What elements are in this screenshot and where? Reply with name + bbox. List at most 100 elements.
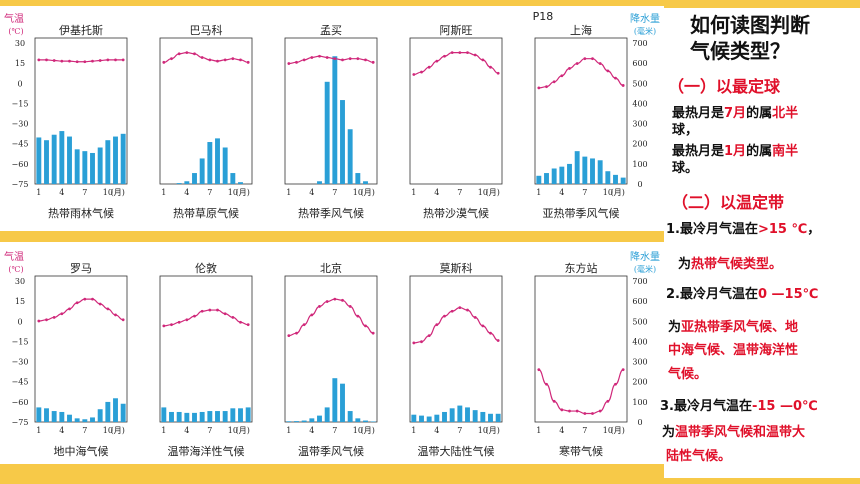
precip-bar-1-4: [59, 131, 65, 184]
temp-point-6-6: [75, 301, 79, 305]
temp-tick-2-4: −30: [12, 358, 29, 367]
precip-bar-1-7: [82, 151, 88, 184]
temp-point-8-4: [310, 313, 314, 317]
temp-point-5-8: [591, 57, 594, 61]
precip-bar-2-3: [176, 183, 182, 184]
precip-bar-9-12: [495, 413, 501, 422]
temp-point-7-3: [177, 320, 181, 324]
month-tick-3-2: 7: [332, 188, 337, 197]
month-tick-2-1: 4: [184, 188, 189, 197]
precip-bar-7-5: [192, 412, 197, 422]
temp-point-3-4: [310, 56, 314, 59]
temp-point-1-8: [91, 59, 94, 63]
temp-point-5-11: [614, 76, 617, 80]
temp-axis-label-1: 气温: [4, 12, 24, 25]
temp-point-2-7: [208, 58, 212, 62]
precip-bar-1-9: [97, 147, 103, 184]
precip-bar-3-8: [340, 100, 345, 184]
month-tick-9-1: 4: [434, 426, 439, 435]
rule-2-line-2: 为亚热带季风气候、地: [668, 320, 799, 335]
precip-bar-8-8: [340, 383, 345, 422]
temp-point-5-4: [560, 74, 564, 78]
precip-bar-7-4: [184, 412, 190, 422]
chart-caption-8: 温带季风气候: [298, 444, 364, 458]
month-unit-7: (月): [236, 426, 250, 435]
month-tick-6-0: 1: [36, 426, 41, 435]
temp-point-9-11: [489, 331, 492, 335]
month-tick-3-3: 10: [353, 188, 363, 197]
precip-tick-2-3: 400: [632, 337, 647, 346]
section-1-line-1: 最热月是7月的属北半: [672, 106, 799, 121]
month-tick-4-1: 4: [434, 188, 439, 197]
temp-point-1-10: [106, 58, 110, 62]
chart-title-5: 上海: [570, 23, 592, 37]
temp-point-8-8: [341, 298, 344, 302]
temp-point-3-7: [333, 57, 337, 61]
precip-bar-5-9: [597, 160, 603, 184]
temp-point-4-1: [412, 73, 416, 76]
row-separator: [0, 234, 60, 240]
month-tick-5-3: 10: [603, 188, 613, 197]
precip-bar-9-10: [480, 411, 486, 422]
rule-3-line-1: 3.最冷月气温在-15 —0℃: [660, 399, 818, 414]
temp-point-9-12: [496, 339, 500, 342]
temp-point-1-11: [114, 58, 117, 62]
month-tick-2-2: 7: [207, 188, 212, 197]
temp-point-8-1: [287, 334, 291, 338]
temp-point-10-8: [591, 412, 594, 415]
temp-point-6-9: [98, 302, 102, 306]
precip-bar-7-11: [238, 408, 243, 422]
temp-point-2-9: [223, 58, 227, 62]
precip-bar-6-8: [90, 417, 95, 422]
precip-bar-8-6: [324, 407, 330, 422]
precip-tick-2-5: 200: [632, 378, 647, 387]
precip-tick-2-4: 300: [632, 358, 647, 367]
temp-point-2-8: [216, 59, 219, 63]
temp-point-7-8: [216, 308, 219, 312]
month-tick-5-2: 7: [582, 188, 587, 197]
temp-tick-1-6: −60: [12, 160, 29, 169]
chart-caption-5: 亚热带季风气候: [543, 206, 620, 220]
temp-point-4-2: [420, 70, 423, 74]
temp-point-6-11: [114, 313, 117, 317]
temp-point-3-6: [325, 56, 329, 59]
temp-point-1-7: [83, 60, 87, 64]
temp-point-4-7: [458, 51, 462, 54]
precip-bar-5-5: [567, 163, 572, 184]
temp-point-1-4: [60, 59, 64, 63]
temp-point-10-10: [606, 399, 610, 403]
precip-bar-3-9: [347, 129, 353, 184]
temp-point-6-8: [91, 297, 94, 301]
temp-point-4-6: [450, 51, 454, 54]
precip-bar-9-3: [426, 416, 432, 422]
month-unit-10: (月): [611, 426, 625, 435]
precip-tick-1-3: 400: [632, 99, 647, 108]
month-tick-9-3: 10: [478, 426, 488, 435]
precip-bar-7-10: [230, 408, 236, 422]
section-1-line-2: 球，: [672, 123, 699, 138]
chart-title-3: 孟买: [320, 24, 342, 37]
temp-point-6-3: [52, 315, 56, 319]
section-2-heading: （二）以温定带: [672, 193, 785, 212]
precip-axis-label-2: 降水量: [630, 250, 660, 263]
precip-bar-6-11: [113, 398, 118, 422]
temp-point-6-7: [83, 297, 87, 301]
chart-caption-4: 热带沙漠气候: [423, 206, 489, 220]
precip-bar-6-4: [59, 411, 65, 422]
precip-bar-8-9: [347, 411, 353, 422]
precip-bar-1-12: [120, 133, 126, 184]
precip-bar-6-6: [74, 418, 80, 422]
month-unit-6: (月): [111, 426, 125, 435]
precip-bar-8-4: [309, 418, 315, 422]
temp-point-1-9: [98, 59, 102, 62]
temp-point-7-6: [200, 309, 204, 313]
temp-point-9-8: [466, 308, 469, 312]
temp-tick-1-2: 0: [17, 79, 22, 88]
month-unit-8: (月): [361, 426, 375, 435]
chart-frame-4: [409, 37, 503, 185]
precip-bar-6-3: [51, 411, 57, 422]
precip-bar-2-6: [199, 158, 205, 184]
precip-axis-label-1: 降水量: [630, 12, 660, 25]
precip-bar-7-1: [161, 407, 167, 422]
